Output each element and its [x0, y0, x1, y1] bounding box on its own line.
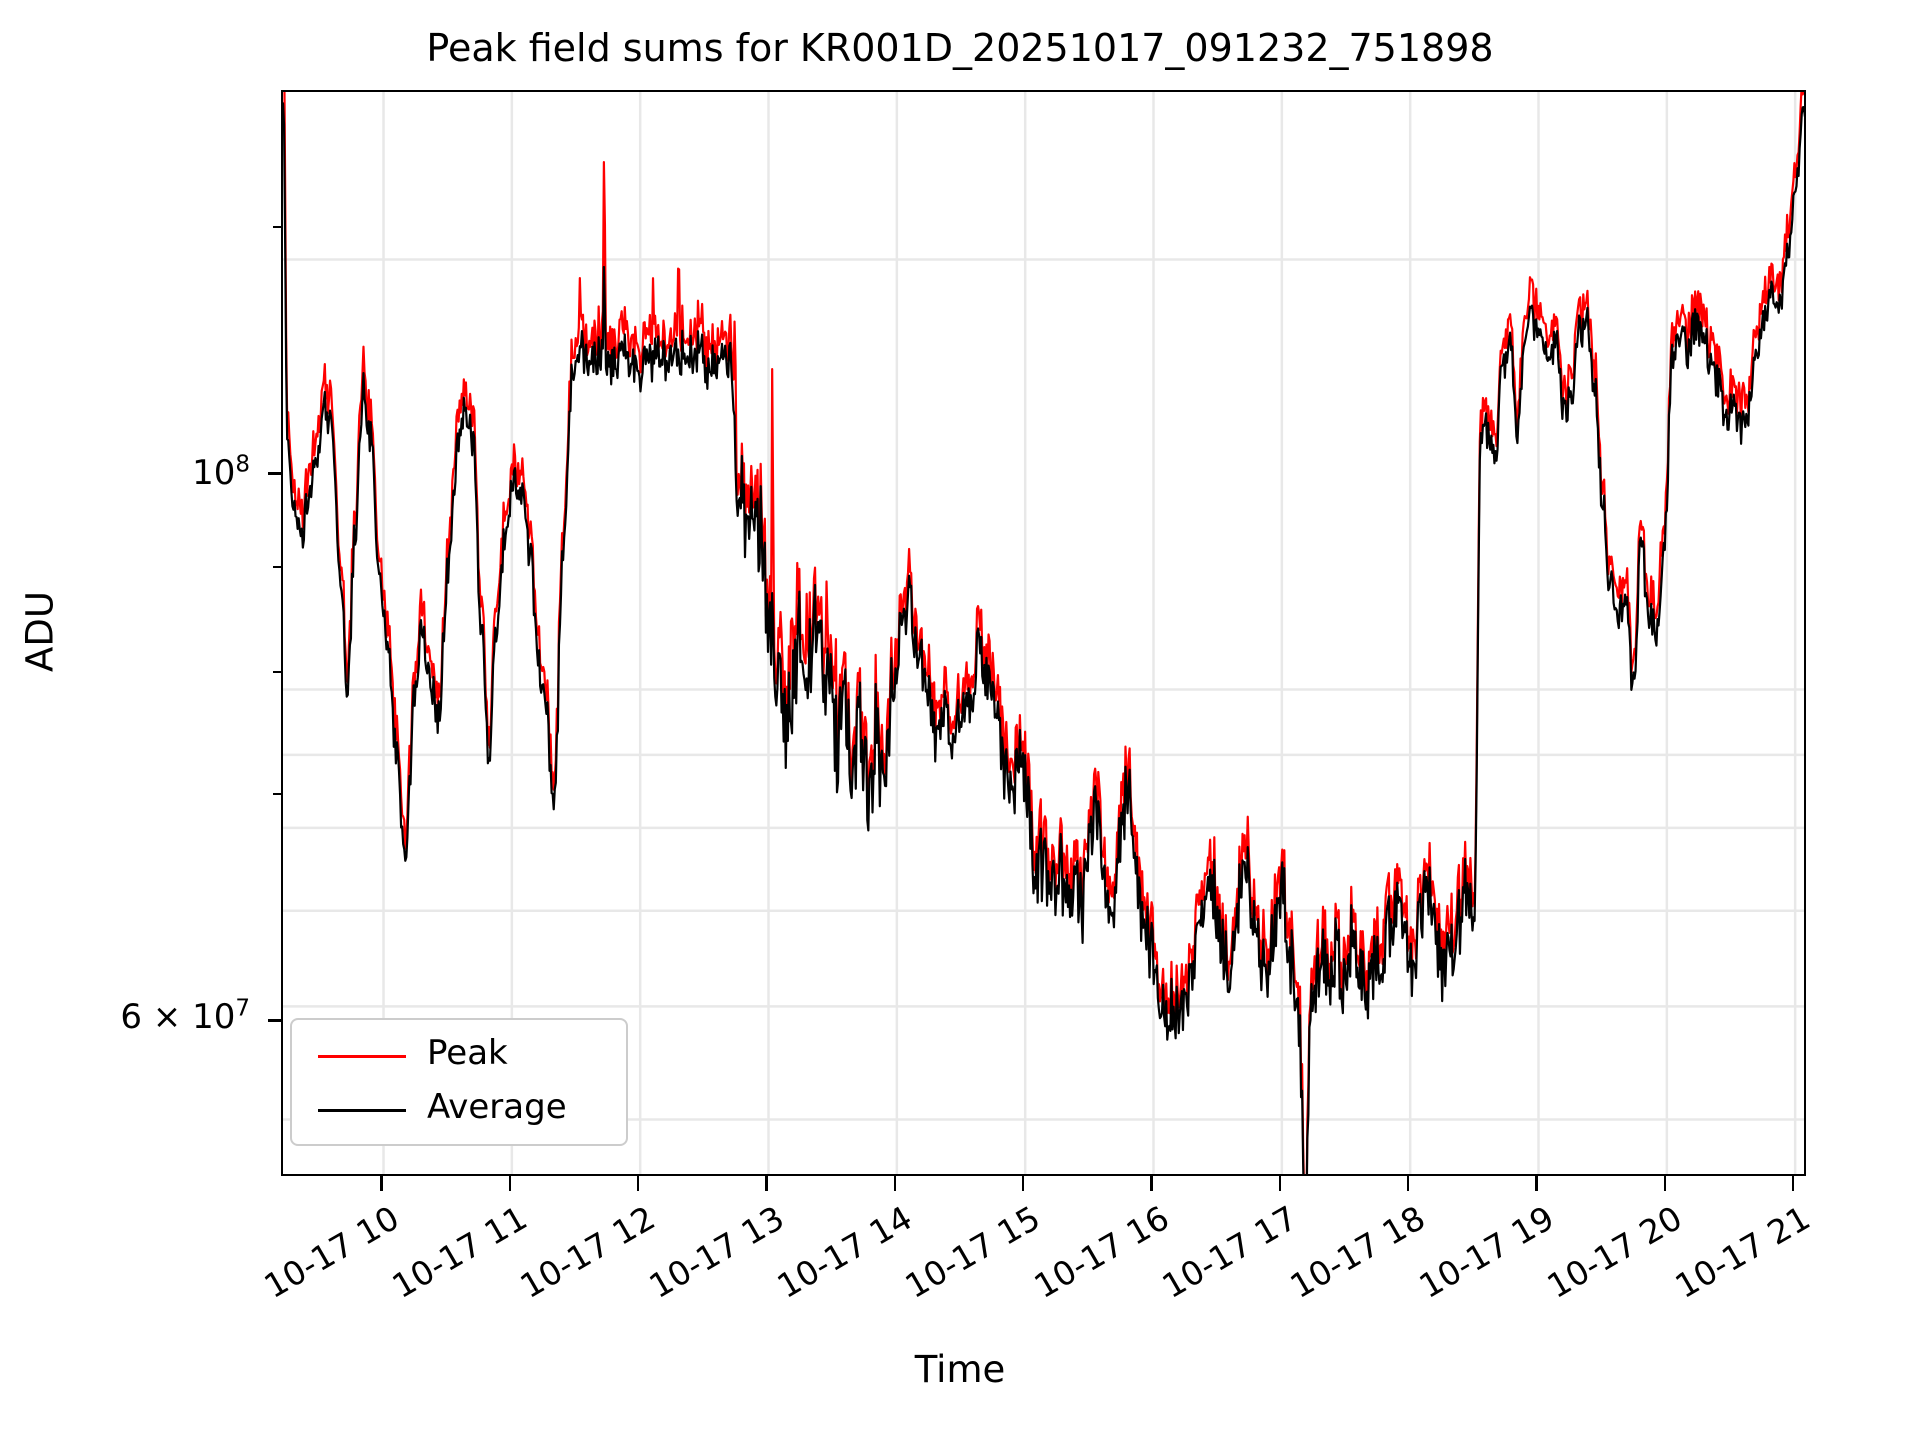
x-axis-label: Time	[914, 1348, 1006, 1391]
series-average-line	[283, 102, 1804, 1174]
x-tick-label: 10-17 12	[513, 1198, 662, 1306]
chart-title: Peak field sums for KR001D_20251017_0912…	[426, 26, 1494, 70]
x-tick-label: 10-17 14	[770, 1198, 919, 1306]
legend-item-average: Average	[292, 1082, 630, 1138]
y-tick-exponent: 7	[235, 995, 250, 1022]
x-tick-label: 10-17 13	[642, 1198, 791, 1306]
x-tick-mark	[508, 1176, 512, 1191]
x-tick-mark	[1150, 1176, 1153, 1191]
x-tick-label: 10-17 21	[1668, 1198, 1817, 1306]
x-tick-mark	[765, 1176, 768, 1191]
x-tick-mark	[1791, 1176, 1795, 1191]
x-tick-mark	[1535, 1176, 1538, 1191]
x-tick-mark	[1663, 1176, 1667, 1191]
y-tick-mantissa: 6 × 10	[120, 997, 236, 1037]
x-tick-mark	[1278, 1176, 1282, 1191]
y-tick-mark-minor-8e7	[273, 671, 283, 673]
y-tick-mantissa: 10	[192, 453, 236, 493]
x-tick-label: 10-17 20	[1540, 1198, 1689, 1306]
y-tick-label-6e7: 6 × 107	[30, 997, 250, 1037]
x-tick-label: 10-17 19	[1412, 1198, 1560, 1306]
x-tick-mark	[636, 1176, 640, 1191]
x-tick-label: 10-17 17	[1155, 1198, 1304, 1306]
x-tick-label: 10-17 15	[898, 1198, 1047, 1306]
x-tick-label: 10-17 18	[1283, 1198, 1432, 1306]
gridlines	[283, 92, 1804, 1174]
x-tick-mark	[380, 1176, 383, 1191]
y-tick-label-1e8: 108	[60, 453, 250, 493]
y-axis-label: ADU	[18, 591, 62, 672]
x-tick-label: 10-17 16	[1027, 1198, 1175, 1306]
plot-area	[281, 90, 1806, 1176]
y-tick-mark-minor-2e8	[273, 226, 283, 228]
x-tick-label: 10-17 11	[385, 1198, 534, 1306]
x-tick-label: 10-17 10	[257, 1198, 406, 1306]
y-tick-exponent: 8	[235, 451, 250, 478]
y-tick-mark-minor-9e7	[273, 566, 283, 568]
legend-swatch-average	[318, 1109, 406, 1112]
legend-label-average: Average	[427, 1087, 567, 1127]
plot-svg	[283, 92, 1804, 1174]
y-tick-mark-major-1e8	[268, 472, 284, 475]
legend-label-peak: Peak	[427, 1033, 508, 1073]
x-tick-mark	[1021, 1176, 1025, 1191]
average-path	[283, 102, 1804, 1174]
y-tick-mark-minor-7e7	[273, 793, 283, 795]
legend-item-peak: Peak	[292, 1028, 630, 1084]
legend: Peak Average	[290, 1018, 628, 1146]
legend-swatch-peak	[318, 1055, 406, 1058]
y-tick-mark-major-6e7	[268, 1019, 284, 1022]
x-tick-mark	[893, 1176, 897, 1191]
x-tick-mark	[1406, 1176, 1410, 1191]
